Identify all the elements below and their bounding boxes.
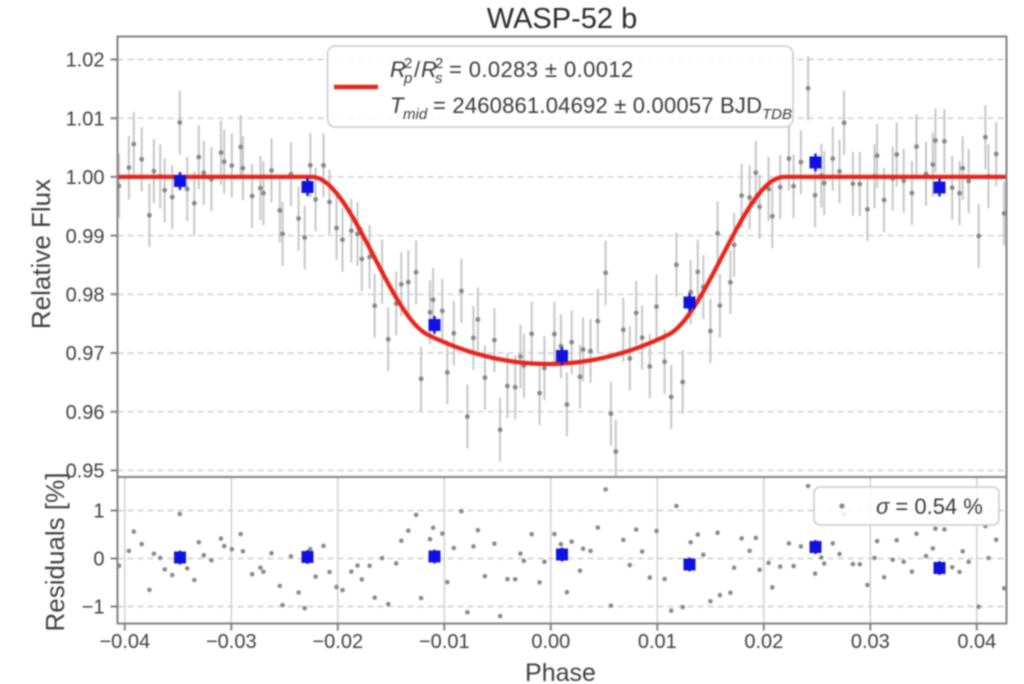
svg-text:2: 2	[435, 55, 443, 72]
svg-text:= 0.0283 ± 0.0012: = 0.0283 ± 0.0012	[449, 57, 634, 82]
svg-text:0.01: 0.01	[638, 631, 677, 653]
svg-text:−1: −1	[82, 597, 105, 619]
svg-text:/: /	[414, 57, 421, 82]
svg-text:mid: mid	[403, 106, 428, 123]
svg-text:0.02: 0.02	[744, 631, 783, 653]
svg-text:−0.03: −0.03	[206, 631, 257, 653]
svg-text:−0.04: −0.04	[99, 631, 150, 653]
svg-text:2: 2	[404, 55, 412, 72]
svg-text:s: s	[435, 70, 443, 87]
svg-text:WASP-52 b: WASP-52 b	[487, 3, 637, 35]
svg-text:−0.02: −0.02	[312, 631, 363, 653]
svg-text:Phase: Phase	[525, 659, 596, 684]
svg-text:1: 1	[93, 501, 104, 523]
svg-text:0.95: 0.95	[66, 461, 105, 483]
svg-text:0.04: 0.04	[957, 631, 996, 653]
svg-text:1.02: 1.02	[66, 50, 105, 72]
svg-text:0.96: 0.96	[66, 402, 105, 424]
svg-text:TDB: TDB	[762, 106, 792, 123]
svg-text:0.00: 0.00	[531, 631, 570, 653]
svg-text:σ = 0.54 %: σ = 0.54 %	[876, 494, 983, 519]
svg-text:Residuals [%]: Residuals [%]	[40, 473, 70, 632]
svg-text:0.98: 0.98	[66, 285, 105, 307]
svg-text:0.99: 0.99	[66, 226, 105, 248]
svg-text:−0.01: −0.01	[419, 631, 470, 653]
svg-text:R: R	[421, 57, 437, 82]
svg-text:1.01: 1.01	[66, 108, 105, 130]
svg-text:0.03: 0.03	[851, 631, 890, 653]
svg-text:0: 0	[93, 549, 104, 571]
svg-text:R: R	[390, 57, 406, 82]
svg-text:Relative Flux: Relative Flux	[26, 179, 56, 329]
svg-text:p: p	[403, 70, 412, 87]
svg-text:T: T	[390, 93, 405, 118]
svg-text:0.97: 0.97	[66, 343, 105, 365]
svg-text:1.00: 1.00	[66, 167, 105, 189]
svg-text:= 2460861.04692 ± 0.00057 BJD: = 2460861.04692 ± 0.00057 BJD	[433, 93, 762, 118]
